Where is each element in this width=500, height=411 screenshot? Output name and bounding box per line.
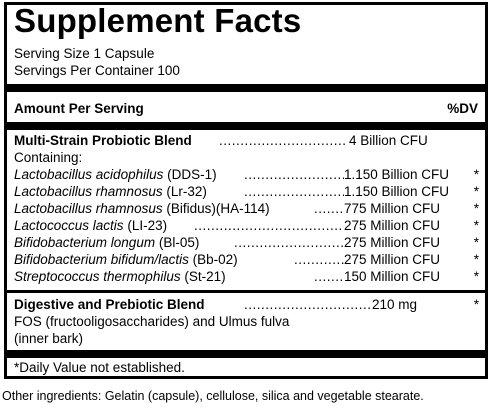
strain-dv: * [473, 201, 479, 216]
digestive-blend-name: Digestive and Prebiotic Blend [14, 297, 206, 312]
supplement-facts-panel: Supplement Facts Serving Size 1 Capsule … [4, 2, 488, 379]
strain-row: ......................... Lactobacillus … [14, 167, 479, 184]
strain-amount: 775 Million CFU [344, 201, 441, 216]
strain-row: ........ Streptococcus thermophilus (St-… [14, 269, 479, 286]
amount-per-serving-header: Amount Per Serving [14, 101, 144, 116]
strain-row: .............................. Bifidobac… [14, 235, 479, 252]
strain-name: Lactococcus lactis (LI-23) [14, 218, 169, 233]
leader-dots: ......... [314, 201, 344, 216]
strain-row: ......... Lactobacillus rhamnosus (Bifid… [14, 201, 479, 218]
daily-value-footnote: *Daily Value not established. [14, 360, 185, 375]
leader-dots: ........ [314, 269, 344, 284]
strain-name: Bifidobacterium longum (Bl-05) [14, 235, 201, 250]
probiotic-blend-name: Multi-Strain Probiotic Blend [14, 133, 193, 148]
digestive-blend-desc-line2: (inner bark) [14, 331, 84, 346]
strain-name: Streptococcus thermophilus (St-21) [14, 269, 227, 284]
strain-dv: * [473, 252, 479, 267]
strain-dv: * [473, 167, 479, 182]
strain-amount: 1.150 Billion CFU [344, 167, 450, 182]
strain-dv: * [473, 184, 479, 199]
digestive-blend-amount: 210 mg [372, 297, 418, 312]
strain-amount: 150 Million CFU [344, 269, 441, 284]
leader-dots: .............................. [219, 133, 347, 148]
thick-divider-top [7, 84, 485, 92]
leader-dots: ........................................ [194, 218, 344, 233]
strain-amount: 275 Million CFU [344, 235, 441, 250]
strain-row: ......................... Lactobacillus … [14, 184, 479, 201]
servings-per-container: Servings Per Container 100 [14, 63, 180, 78]
strain-name: Lactobacillus rhamnosus (Lr-32) [14, 184, 208, 199]
strain-dv: * [473, 218, 479, 233]
leader-dots: .............................. [234, 235, 344, 250]
leader-dots: ......................... [244, 167, 344, 182]
leader-dots: .............. [294, 252, 344, 267]
digestive-blend-row: ........................................… [14, 297, 479, 314]
probiotic-blend-amount: 4 Billion CFU [349, 133, 428, 148]
thick-divider-bottom [7, 350, 485, 358]
serving-size: Serving Size 1 Capsule [14, 46, 155, 61]
strain-dv: * [473, 269, 479, 284]
probiotic-blend-row: .............................. Multi-Str… [14, 133, 479, 150]
strain-row: .............. Bifidobacterium bifidum/l… [14, 252, 479, 269]
strain-row: ........................................… [14, 218, 479, 235]
digestive-blend-desc-line1: FOS (fructooligosaccharides) and Ulmus f… [14, 314, 290, 329]
strain-dv: * [473, 235, 479, 250]
strain-name: Bifidobacterium bifidum/lactis (Bb-02) [14, 252, 239, 267]
strain-amount: 1.150 Billion CFU [344, 184, 450, 199]
digestive-blend-dv: * [473, 297, 479, 312]
strain-amount: 275 Million CFU [344, 218, 441, 233]
thin-divider [7, 290, 485, 293]
containing-label: Containing: [14, 150, 84, 165]
leader-dots: ......................... [244, 184, 344, 199]
strain-name: Lactobacillus rhamnosus (Bifidus)(HA-114… [14, 201, 271, 216]
strain-name: Lactobacillus acidophilus (DDS-1) [14, 167, 218, 182]
containing-row: Containing: [14, 150, 479, 167]
leader-dots: ........................................… [244, 297, 372, 312]
panel-title: Supplement Facts [14, 2, 302, 39]
thick-divider-header [7, 122, 485, 130]
dv-header: %DV [447, 101, 478, 116]
strain-amount: 275 Million CFU [344, 252, 441, 267]
other-ingredients: Other ingredients: Gelatin (capsule), ce… [2, 389, 424, 403]
